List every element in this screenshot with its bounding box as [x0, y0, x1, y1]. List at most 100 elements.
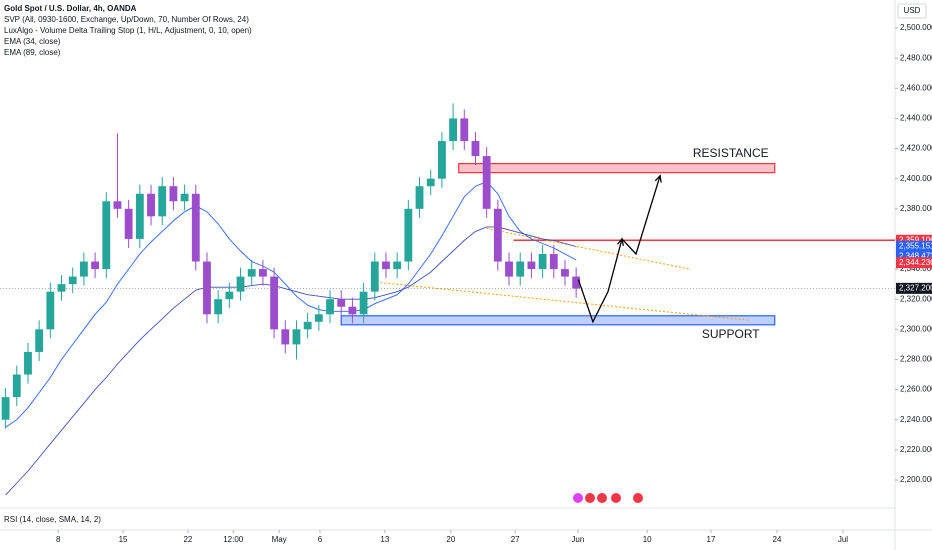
- candle-body: [135, 193, 144, 239]
- candle-body: [303, 321, 312, 330]
- y-tick-label: 2,380.000: [900, 204, 932, 213]
- x-tick-label: 15: [119, 535, 128, 544]
- x-tick-label: 20: [446, 535, 455, 544]
- candle-body: [147, 193, 155, 217]
- x-tick-label: 13: [380, 535, 389, 544]
- price-label: 2,348.473: [899, 251, 932, 260]
- y-tick-label: 2,220.000: [900, 445, 932, 454]
- price-label-bg: [896, 250, 932, 262]
- y-tick-label: 2,260.000: [900, 385, 932, 394]
- candle-body: [91, 261, 100, 270]
- candle-body: [393, 261, 402, 270]
- candle-body: [493, 208, 502, 262]
- x-tick-label: 24: [773, 535, 782, 544]
- zone-label: SUPPORT: [702, 327, 760, 341]
- projection-path: [577, 175, 661, 324]
- candle-body: [449, 118, 458, 142]
- candle-body: [281, 329, 290, 345]
- x-tick-label: 22: [183, 535, 192, 544]
- candle-body: [24, 351, 32, 375]
- candle-body: [270, 276, 279, 330]
- currency-box[interactable]: [897, 3, 927, 19]
- candle-body: [348, 306, 357, 315]
- y-tick-label: 2,500.000: [900, 23, 932, 32]
- candle-body: [460, 118, 469, 142]
- event-icon[interactable]: [611, 493, 621, 503]
- event-icon[interactable]: [573, 493, 583, 503]
- x-tick-label: 12:00: [223, 535, 244, 544]
- candle-body: [516, 261, 525, 277]
- x-tick-label: 10: [643, 535, 652, 544]
- candle-body: [527, 261, 536, 270]
- y-tick-label: 2,480.000: [900, 53, 932, 62]
- candle-body: [370, 261, 379, 292]
- candle-body: [35, 329, 44, 352]
- candle-body: [314, 314, 323, 322]
- zone-label: RESISTANCE: [693, 146, 769, 160]
- candle-body: [258, 269, 267, 277]
- zone: [340, 315, 776, 326]
- x-tick-label: 8: [56, 535, 61, 544]
- candle-body: [538, 254, 547, 270]
- candle-body: [572, 276, 581, 289]
- candle-body: [561, 269, 569, 277]
- candle-body: [549, 254, 558, 270]
- legend-entry: EMA (89, close): [4, 48, 61, 57]
- candle-body: [326, 299, 334, 315]
- x-tick-label: 6: [318, 535, 323, 544]
- event-icon[interactable]: [633, 493, 643, 503]
- candle-body: [46, 291, 55, 330]
- price-label-bg: [896, 234, 932, 246]
- price-label-bg: [896, 240, 932, 252]
- price-label: 2,355.151: [899, 241, 932, 250]
- candle-body: [203, 261, 211, 315]
- candle-body: [158, 186, 167, 217]
- lower-pane-title: RSI (14, close, SMA, 14, 2): [4, 515, 101, 524]
- candle-body: [57, 284, 66, 292]
- candle-body: [471, 141, 480, 157]
- candle-body: [292, 329, 301, 345]
- candle-body: [79, 261, 88, 277]
- candle-body: [236, 276, 245, 292]
- candle-body: [214, 299, 223, 315]
- candle-body: [113, 201, 122, 209]
- y-tick-label: 2,240.000: [900, 415, 932, 424]
- event-icon[interactable]: [597, 493, 607, 503]
- candle-body: [225, 291, 234, 300]
- candle-body: [505, 261, 513, 277]
- candle-body: [404, 208, 413, 262]
- candle-body: [180, 193, 189, 202]
- candle-body: [1, 397, 10, 420]
- trendline: [380, 282, 750, 321]
- price-label: 2,344.236: [899, 258, 932, 267]
- candle-body: [124, 208, 133, 239]
- x-tick-label: Jun: [571, 535, 584, 544]
- indicator-label: LuxAlgo - Volume Delta Trailing Stop (1,…: [4, 26, 252, 35]
- event-icons: [573, 493, 643, 503]
- candle-body: [415, 186, 424, 209]
- candle-body: [102, 201, 111, 270]
- x-tick-label: Jul: [838, 535, 848, 544]
- candle-body: [191, 193, 200, 262]
- indicator-label: SVP (All, 0930-1600, Exchange, Up/Down, …: [4, 15, 249, 24]
- y-tick-label: 2,300.000: [900, 324, 932, 333]
- y-tick-label: 2,320.000: [900, 294, 932, 303]
- price-label: 2,359.106: [899, 235, 932, 244]
- candle-body: [382, 261, 390, 270]
- arrow-head: [654, 174, 662, 183]
- currency[interactable]: USD: [904, 6, 921, 15]
- zone: [458, 163, 776, 174]
- y-tick-label: 2,460.000: [900, 83, 932, 92]
- y-tick-label: 2,200.000: [900, 475, 932, 484]
- event-icon[interactable]: [585, 493, 595, 503]
- legend-entry: EMA (34, close): [4, 37, 61, 46]
- price-label-bg: [896, 282, 932, 294]
- y-tick-label: 2,440.000: [900, 114, 932, 123]
- chart-title: Gold Spot / U.S. Dollar, 4h, OANDA: [4, 4, 137, 13]
- price-label: 2,327.200: [899, 283, 932, 292]
- y-tick-label: 2,420.000: [900, 144, 932, 153]
- x-tick-label: 27: [511, 535, 520, 544]
- candle-body: [482, 156, 491, 209]
